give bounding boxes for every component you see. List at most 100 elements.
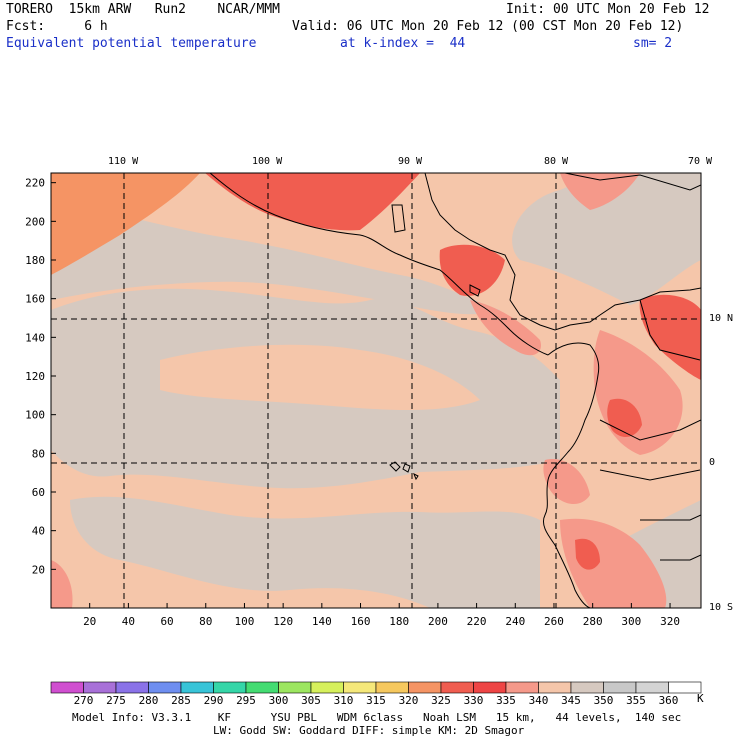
colorbar-swatch [245,681,279,694]
forecast-hour: Fcst: 6 h [6,19,108,34]
colorbar-label: 310 [333,694,354,707]
x-tick-label: 320 [660,615,680,628]
y-tick-label: 160 [25,293,45,306]
colorbar-swatch [668,681,702,694]
x-tick-label: 200 [428,615,448,628]
lat-label-10n: 10 N [709,313,734,324]
x-tick-label: 40 [122,615,135,628]
colorbar-swatch [115,681,149,694]
colorbar-label: 300 [268,694,289,707]
colorbar-swatch [50,681,84,694]
colorbar-label: 290 [203,694,224,707]
colorbar-swatch [505,681,539,694]
model-info: Model Info: V3.3.1 KF YSU PBL WDM 6class… [72,711,682,724]
theta-e-high-region [205,173,420,231]
x-tick-label: 220 [467,615,487,628]
colorbar-label: 280 [138,694,159,707]
y-tick-label: 80 [32,447,45,460]
lon-label-80w: 80 W [544,156,569,167]
colorbar-swatch [635,681,669,694]
theta-e-warm-tongue [160,344,480,410]
colorbar-swatch [180,681,214,694]
lat-lon-grid [51,173,701,608]
colorbar-swatch [83,681,117,694]
theta-e-high-region [51,560,73,608]
x-tick-label: 60 [160,615,173,628]
y-tick-label: 40 [32,525,45,538]
colorbar-swatch [570,681,604,694]
colorbar-swatch [310,681,344,694]
lon-label-70w: 70 W [688,156,713,167]
x-tick-label: 120 [273,615,293,628]
colorbar-label: 285 [171,694,191,707]
colorbar-label: 345 [561,694,581,707]
theta-e-high-region [543,459,590,505]
x-tick-label: 20 [83,615,96,628]
x-tick-label: 100 [235,615,255,628]
x-tick-label: 240 [505,615,525,628]
y-axis: 20 40 60 80 100 120 140 160 180 200 220 [25,177,56,576]
colorbar-swatch [408,681,442,694]
y-tick-label: 200 [25,215,45,228]
colorbar-swatch [213,681,247,694]
k-index: at k-index = 44 [340,36,466,51]
colorbar-label: 315 [366,694,386,707]
colorbar-swatch [148,681,182,694]
map-plot-area [51,173,701,608]
x-tick-label: 260 [544,615,564,628]
x-tick-label: 300 [621,615,641,628]
y-tick-label: 120 [25,370,45,383]
colorbar-label: 350 [593,694,614,707]
field-name: Equivalent potential temperature [6,36,257,51]
smoothing: sm= 2 [633,36,673,51]
colorbar-label: 305 [301,694,321,707]
x-tick-label: 280 [583,615,603,628]
init-time: Init: 00 UTC Mon 20 Feb 12 [506,2,710,17]
colorbar-unit: K [697,692,704,705]
theta-e-high-region [639,294,701,380]
colorbar [50,681,702,694]
colorbar-label: 360 [658,694,679,707]
colorbar-label: 295 [236,694,256,707]
x-tick-label: 160 [351,615,371,628]
theta-e-high-region [560,173,640,210]
theta-e-low-region [512,173,701,305]
theta-e-high-region [439,244,505,296]
theta-e-high-region [51,173,120,215]
colorbar-label: 325 [431,694,451,707]
y-tick-label: 100 [25,409,45,422]
lat-label-10s: 10 S [709,602,734,613]
valid-time: Valid: 06 UTC Mon 20 Feb 12 (00 CST Mon … [292,19,684,34]
colorbar-label: 330 [463,694,484,707]
y-tick-label: 180 [25,254,45,267]
colorbar-swatch [343,681,377,694]
colorbar-label: 320 [398,694,419,707]
colorbar-swatch [440,681,474,694]
lon-label-90w: 90 W [398,156,423,167]
colorbar-label: 355 [626,694,646,707]
y-tick-label: 60 [32,486,45,499]
x-tick-label: 180 [389,615,409,628]
y-tick-label: 220 [25,177,45,190]
colorbar-label: 275 [106,694,126,707]
y-tick-label: 20 [32,563,45,576]
colorbar-label: 340 [528,694,549,707]
theta-e-high-region [575,538,600,570]
model-title: TORERO 15km ARW Run2 NCAR/MMM [6,2,280,17]
colorbar-swatch [603,681,637,694]
lat-label-0: 0 [709,457,716,468]
colorbar-swatch [473,681,507,694]
x-tick-label: 80 [199,615,212,628]
lon-label-110w: 110 W [108,156,139,167]
lon-label-100w: 100 W [252,156,283,167]
colorbar-swatch [375,681,409,694]
colorbar-swatch [278,681,312,694]
colorbar-label: 335 [496,694,516,707]
coastlines [209,173,701,608]
x-axis: 20 40 60 80 100 120 140 160 180 200 220 240 260 280 30… [83,603,680,628]
colorbar-label: 270 [73,694,94,707]
map-frame [50,172,702,609]
theta-e-low-region [51,200,500,315]
y-tick-label: 140 [25,331,45,344]
